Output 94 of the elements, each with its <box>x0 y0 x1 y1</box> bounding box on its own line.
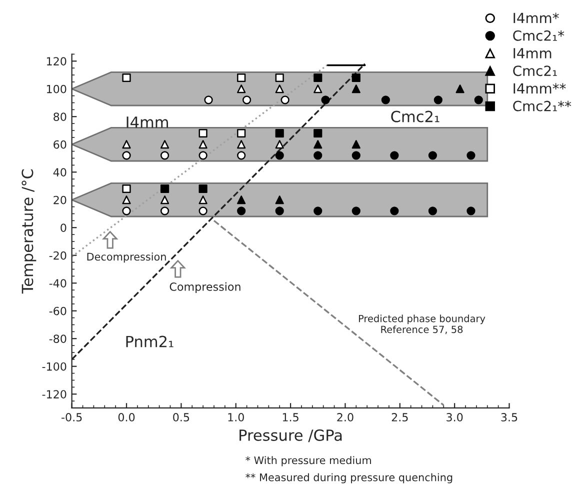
point <box>237 151 246 160</box>
point <box>122 206 131 216</box>
y-tick-label: 80 <box>54 112 66 121</box>
y-tick-label: -60 <box>49 306 66 316</box>
point <box>242 96 252 104</box>
point <box>160 206 170 216</box>
y-tick-label: 0 <box>60 224 66 232</box>
y-tick-label: -120 <box>42 390 66 398</box>
point <box>314 84 322 94</box>
point <box>314 151 322 160</box>
x-tick-label: 3.5 <box>501 413 518 422</box>
y-tick-label: 20 <box>54 196 66 204</box>
point <box>198 184 208 194</box>
y-tick-label: -40 <box>49 279 66 288</box>
point <box>352 206 360 216</box>
text: ** Measured during pressure quenching <box>246 473 452 484</box>
legend-label: I4mm <box>514 48 552 58</box>
point <box>198 206 208 216</box>
point <box>428 206 437 216</box>
x-tick-label: 1.0 <box>228 413 244 422</box>
text: * With pressure medium <box>246 456 371 466</box>
point <box>434 96 442 104</box>
point <box>280 96 290 104</box>
legend-label: I4mm** <box>514 83 566 94</box>
annotation: Pnm2₁ <box>126 336 174 348</box>
point <box>198 151 208 160</box>
annotation: I4mm <box>126 116 168 128</box>
point <box>352 73 360 82</box>
point <box>474 96 483 104</box>
legend-label: Cmc2₁ <box>513 66 557 76</box>
annotation: Predicted phase boundary Reference 57, 58 <box>358 314 486 334</box>
point <box>390 151 399 160</box>
point <box>204 96 213 104</box>
point <box>237 140 246 149</box>
point <box>122 151 131 160</box>
y-tick-label: 40 <box>53 168 66 176</box>
point <box>456 84 464 94</box>
point <box>314 140 322 149</box>
point <box>237 73 246 82</box>
point <box>275 73 284 82</box>
point <box>122 73 131 82</box>
x-tick-label: 2.0 <box>337 413 354 422</box>
y-tick-label: 120 <box>46 57 66 66</box>
point <box>122 184 131 194</box>
point <box>275 84 284 94</box>
point <box>237 128 246 138</box>
annotation: Compression <box>170 282 240 294</box>
point <box>237 196 246 204</box>
y-tick-label: 60 <box>54 140 66 149</box>
point <box>198 128 208 138</box>
point <box>160 196 170 204</box>
legend-label: I4mm* <box>514 12 559 24</box>
x-tick-label: 3.0 <box>446 413 463 422</box>
point <box>122 196 131 204</box>
x-tick-label: 2.5 <box>392 413 408 422</box>
point <box>381 96 390 104</box>
point <box>237 84 246 94</box>
point <box>275 206 284 216</box>
point <box>160 184 170 194</box>
point <box>352 140 360 149</box>
point <box>198 196 208 204</box>
annotation: Cmc2₁ <box>391 110 440 122</box>
legend-label: Cmc2₁** <box>513 100 572 112</box>
y-tick-label: -20 <box>49 251 66 260</box>
y-tick-label: -100 <box>42 362 66 371</box>
x-tick-label: 0.0 <box>118 413 135 422</box>
point <box>321 96 330 104</box>
y-tick-label: 100 <box>46 84 66 94</box>
y-tick-label: -80 <box>49 334 66 343</box>
point <box>160 151 170 160</box>
point <box>390 206 399 216</box>
legend-label: Cmc2₁* <box>513 30 564 41</box>
point <box>466 206 476 216</box>
annotation: Decompression <box>87 252 166 263</box>
y-axis-title: Temperature /°C <box>22 169 36 294</box>
point <box>352 84 360 94</box>
x-tick-label: -0.5 <box>62 413 82 422</box>
point <box>275 151 284 160</box>
point <box>352 151 360 160</box>
point <box>237 206 246 216</box>
point <box>160 140 170 149</box>
point <box>428 151 437 160</box>
x-axis-title: Pressure /GPa <box>240 429 342 442</box>
x-tick-label: 0.5 <box>173 413 190 422</box>
point <box>275 196 284 204</box>
point <box>275 140 284 149</box>
point <box>198 140 208 149</box>
point <box>466 151 476 160</box>
point <box>275 128 284 138</box>
x-tick-label: 1.5 <box>282 413 298 422</box>
point <box>314 128 322 138</box>
point <box>122 140 131 149</box>
point <box>314 206 322 216</box>
point <box>314 73 322 82</box>
